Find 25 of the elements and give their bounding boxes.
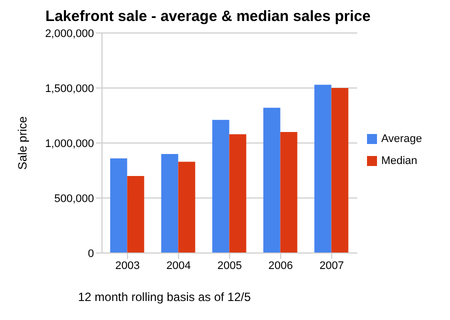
y-tick-label: 1,500,000 [45,82,94,95]
y-axis-title: Sale price [15,116,30,170]
x-tick-label: 2003 [115,260,140,272]
bar [110,158,128,253]
text: 12 month rolling basis as of 12/5 [78,290,251,304]
y-tick-label: 2,000,000 [45,28,94,40]
bar [263,108,280,253]
bar [331,88,348,253]
bar [161,154,178,253]
legend-label: Median [381,155,418,167]
y-tick-label: 1,000,000 [45,138,94,150]
x-tick-label: 2005 [217,260,242,272]
bar [229,134,246,253]
chart-title: Lakefront sale - average & median sales price [44,8,372,25]
x-tick-label: 2006 [268,260,293,272]
bar [280,132,298,253]
y-tick-label: 0 [88,248,94,260]
y-tick-label: 500,000 [54,192,94,205]
x-tick-label: 2007 [319,260,344,272]
bar [314,84,332,253]
x-tick-label: 2004 [166,260,191,272]
bar [127,176,144,253]
legend-label: Average [381,133,422,145]
bar [178,162,196,253]
bar [212,120,230,253]
